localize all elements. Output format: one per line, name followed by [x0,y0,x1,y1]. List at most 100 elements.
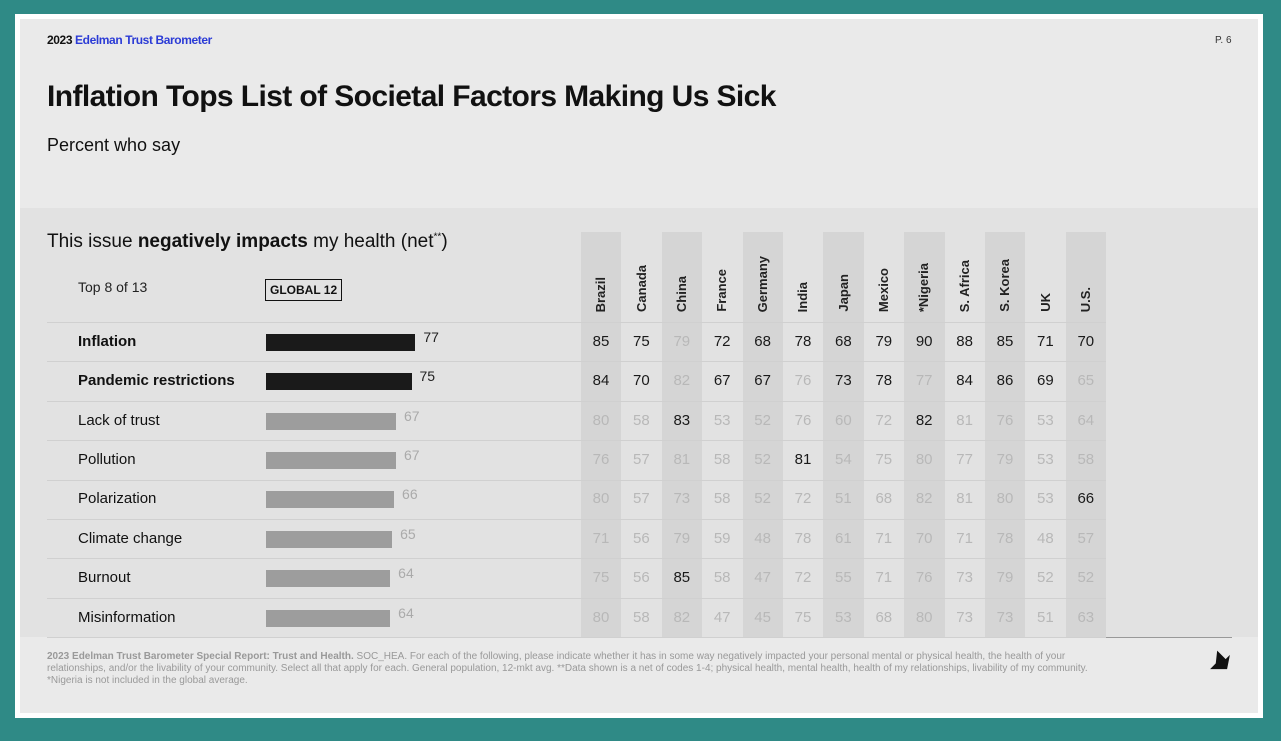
cell-value: 53 [713,411,731,429]
table-heading: This issue negatively impacts my health … [47,231,448,253]
column-band [742,232,783,638]
cell-value: 53 [1037,411,1054,429]
bar-value: 67 [403,446,420,463]
cell-value: 79 [673,332,691,350]
row-line [47,637,1107,639]
cell-value: 78 [996,529,1014,547]
cell-value: 78 [794,529,812,547]
cell-value: 71 [1037,332,1054,350]
brand: 2023 Edelman Trust Barometer [47,33,212,47]
column-band [1065,232,1107,638]
cell-value: 73 [956,608,973,626]
cell-value: 57 [633,490,650,508]
cell-value: 45 [754,608,771,626]
cell-value: 68 [754,332,771,350]
heading-part: ** [433,231,442,243]
cell-value: 81 [673,450,691,468]
cell-value: 69 [1037,372,1054,390]
row-label: Inflation [78,332,137,350]
column-band [581,232,622,638]
cell-value: 82 [915,411,933,429]
bar-value: 65 [400,525,416,542]
bar-value: 64 [398,565,414,582]
cell-value: 82 [673,608,691,626]
cell-value: 80 [915,608,933,626]
table-section [20,208,1258,637]
column-band [823,232,864,638]
cell-value: 73 [956,569,973,587]
cell-value: 51 [1037,608,1054,626]
cell-value: 68 [875,490,893,508]
cell-value: 66 [1077,490,1095,508]
cell-value: 53 [835,608,852,626]
country-header: UK [1037,293,1053,312]
cell-value: 47 [754,569,771,587]
bar-value: 67 [403,407,420,424]
cell-value: 72 [713,332,731,350]
cell-value: 67 [713,372,731,390]
cell-value: 82 [915,490,933,508]
cell-value: 67 [754,372,771,390]
heading-part: ) [441,231,448,252]
cell-value: 86 [996,372,1014,390]
bar [266,373,412,391]
cell-value: 85 [592,332,610,350]
cell-value: 84 [956,372,973,390]
cell-value: 70 [1077,332,1095,350]
cell-value: 85 [673,569,691,587]
cell-value: 71 [875,569,893,587]
row-line [47,558,1107,560]
bar [266,333,416,351]
cell-value: 80 [592,411,610,429]
row-line [47,519,1107,520]
column-band [985,232,1026,638]
row-label: Lack of trust [78,411,160,429]
cell-value: 82 [673,372,691,390]
cell-value: 63 [1077,608,1095,626]
country-header: S. Korea [997,259,1013,312]
cell-value: 68 [835,332,852,350]
country-header: Brazil [593,276,609,312]
cell-value: 60 [835,411,852,429]
cell-value: 51 [835,490,852,508]
footnote-text: SOC_HEA. For each of the following, plea… [47,651,1088,686]
cell-value: 53 [1037,490,1054,508]
country-header: India [795,281,811,312]
footnote-source: 2023 Edelman Trust Barometer Special Rep… [47,651,354,662]
row-label: Climate change [78,529,183,547]
cell-value: 52 [754,450,771,468]
cell-value: 68 [875,608,893,626]
cell-value: 52 [1037,569,1054,587]
cell-value: 59 [713,529,731,547]
cell-value: 47 [713,608,731,626]
cell-value: 75 [633,332,650,350]
cell-value: 52 [754,411,771,429]
cell-value: 71 [875,529,893,547]
cell-value: 90 [915,332,933,350]
cell-value: 58 [1077,450,1095,468]
cell-value: 65 [1077,372,1095,390]
cell-value: 64 [1077,411,1095,429]
next-arrow[interactable] [1206,648,1232,676]
row-line [47,322,1107,323]
title: Inflation Tops List of Societal Factors … [47,80,776,113]
cell-value: 75 [592,569,610,587]
cell-value: 80 [996,490,1014,508]
cell-value: 73 [835,372,852,390]
cell-value: 56 [633,529,650,547]
bar [266,451,396,469]
cell-value: 75 [794,608,812,626]
cell-value: 48 [1037,529,1054,547]
cell-value: 58 [713,450,731,468]
cell-value: 73 [996,608,1014,626]
row-label: Polarization [78,490,157,508]
country-header: China [674,275,689,312]
cell-value: 56 [633,569,650,587]
brand-year: 2023 [47,33,73,47]
bar-value: 64 [398,604,414,621]
country-header: Mexico [876,267,891,312]
row-line [47,479,1107,481]
cell-value: 79 [673,529,691,547]
bar-value: 77 [423,328,439,345]
